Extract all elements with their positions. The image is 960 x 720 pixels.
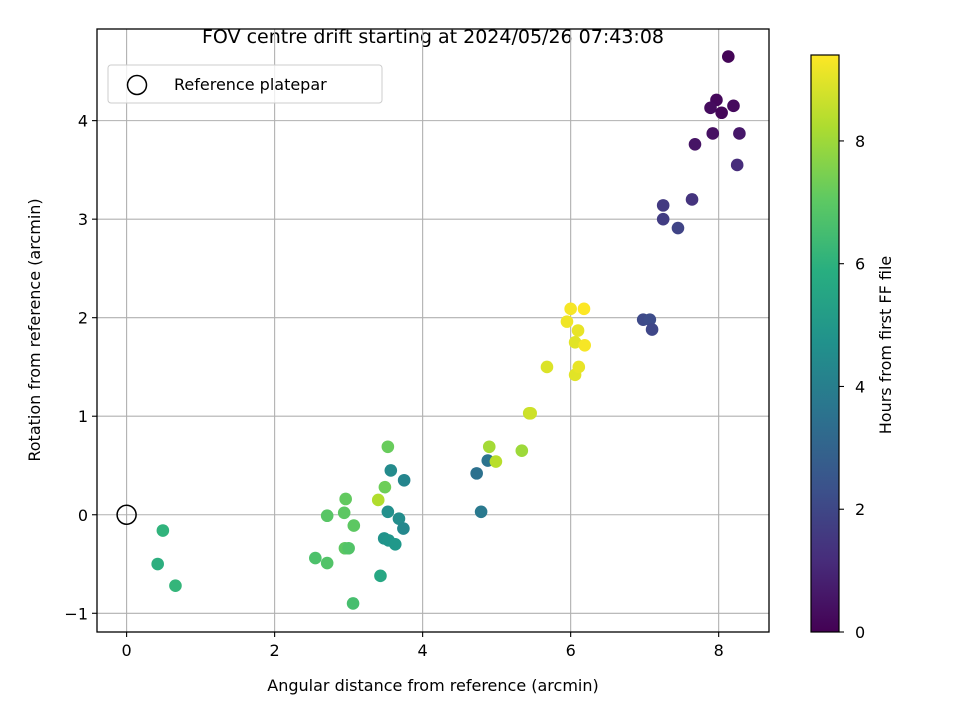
- data-point: [388, 538, 402, 551]
- legend-label: Reference platepar: [174, 75, 327, 94]
- reference-marker: [116, 504, 137, 525]
- data-point: [378, 480, 392, 494]
- data-point: [643, 313, 657, 326]
- data-point: [374, 569, 387, 583]
- data-point: [656, 212, 670, 226]
- data-point: [347, 519, 361, 532]
- data-point: [688, 137, 702, 151]
- legend-marker-icon: [126, 74, 148, 96]
- x-axis-ticks: 0 2 4 6 8: [122, 632, 724, 660]
- colorbar-tick-label: 0: [855, 623, 865, 642]
- y-tick-label: 1: [78, 407, 88, 426]
- data-point: [151, 557, 164, 571]
- data-point: [564, 302, 577, 316]
- data-point: [733, 127, 746, 140]
- y-tick-label: 3: [78, 210, 88, 229]
- data-point: [671, 221, 685, 235]
- y-tick-label: 4: [78, 112, 88, 131]
- legend-box: [107, 64, 383, 104]
- data-point: [169, 579, 182, 592]
- x-tick-label: 4: [418, 641, 428, 660]
- plot-frame: [96, 28, 770, 633]
- data-point: [578, 338, 592, 352]
- data-point: [721, 50, 735, 63]
- data-point: [337, 506, 351, 520]
- data-point: [524, 406, 537, 420]
- data-point: [384, 464, 398, 477]
- data-point: [397, 522, 410, 535]
- data-point: [727, 99, 740, 113]
- colorbar: 0 2 4 6 8 Hours from first FF file: [810, 54, 895, 642]
- data-point: [560, 315, 574, 328]
- data-point: [577, 302, 591, 316]
- colorbar-tick-label: 8: [855, 132, 865, 151]
- x-tick-label: 2: [270, 641, 280, 660]
- data-point: [320, 556, 334, 570]
- data-point: [715, 106, 728, 120]
- colorbar-label: Hours from first FF file: [876, 256, 895, 435]
- y-axis-ticks: −1 0 1 2 3 4: [64, 112, 97, 623]
- data-point: [346, 597, 360, 610]
- data-point: [474, 505, 488, 519]
- data-point: [571, 324, 585, 337]
- colorbar-frame: [810, 54, 840, 633]
- data-point: [568, 336, 582, 349]
- y-tick-label: −1: [64, 604, 88, 623]
- x-tick-label: 6: [566, 641, 576, 660]
- data-point: [685, 193, 699, 206]
- data-point: [392, 512, 406, 525]
- colorbar-tick-label: 4: [855, 377, 865, 396]
- data-point: [656, 199, 670, 212]
- y-axis-label: Rotation from reference (arcmin): [25, 198, 44, 461]
- data-points: [151, 50, 746, 610]
- y-tick-label: 2: [78, 309, 88, 328]
- data-point: [470, 467, 483, 480]
- colorbar-ticks: 0 2 4 6 8: [839, 132, 865, 642]
- data-point: [320, 509, 334, 523]
- data-point: [371, 493, 385, 507]
- data-point: [706, 127, 720, 140]
- colorbar-tick-label: 6: [855, 255, 865, 274]
- data-point: [572, 360, 586, 374]
- x-axis-label: Angular distance from reference (arcmin): [267, 676, 598, 695]
- chart-title: FOV centre drift starting at 2024/05/26 …: [202, 26, 664, 48]
- x-tick-label: 0: [122, 641, 132, 660]
- grid: [97, 29, 769, 632]
- data-point: [482, 440, 496, 454]
- y-tick-label: 0: [78, 506, 88, 525]
- reference-marker-layer: [116, 504, 137, 525]
- data-point: [730, 158, 744, 172]
- colorbar-gradient: [811, 55, 839, 632]
- legend: Reference platepar: [107, 64, 383, 104]
- data-point: [540, 360, 554, 374]
- data-point: [645, 323, 659, 336]
- data-point: [704, 101, 717, 115]
- colorbar-tick-label: 2: [855, 500, 865, 519]
- data-point: [309, 551, 322, 565]
- data-point: [489, 455, 503, 468]
- x-tick-label: 8: [714, 641, 724, 660]
- data-point: [381, 505, 395, 519]
- data-point: [515, 444, 529, 458]
- data-point: [381, 440, 395, 454]
- data-point: [342, 541, 355, 555]
- data-point: [156, 524, 170, 537]
- data-point: [397, 473, 411, 487]
- data-point: [339, 492, 352, 506]
